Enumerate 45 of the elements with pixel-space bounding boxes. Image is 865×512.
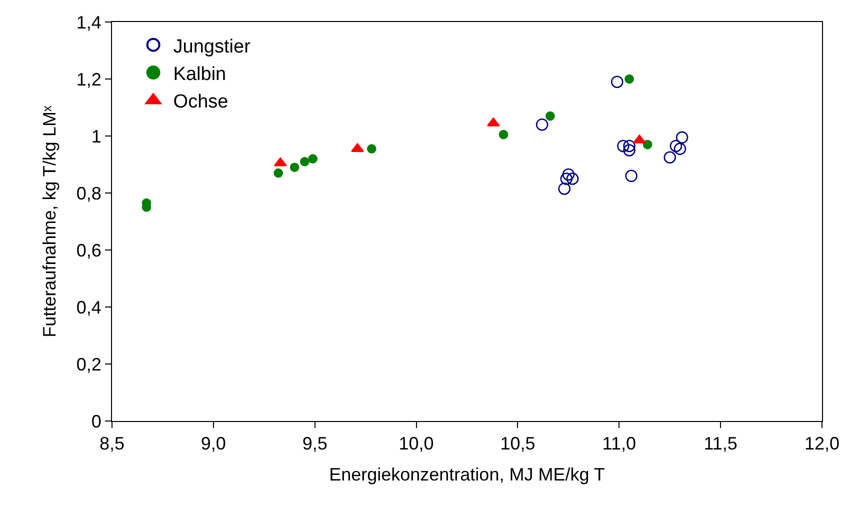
x-tick-label: 8,5 xyxy=(99,434,125,454)
point xyxy=(642,140,652,150)
x-tick-label: 11,0 xyxy=(602,434,636,454)
point xyxy=(624,74,634,84)
y-axis-title: Futteraufnahme, kg T/kg LMˣ xyxy=(40,106,60,338)
point xyxy=(300,157,310,166)
point xyxy=(623,140,636,152)
legend-label: Jungstier xyxy=(173,36,252,58)
point xyxy=(670,140,682,152)
point xyxy=(367,144,376,154)
point xyxy=(625,170,638,182)
point xyxy=(674,142,686,155)
x-axis-title: Energiekonzentration, MJ ME/kg T xyxy=(329,464,605,485)
y-tick-label: 0,6 xyxy=(76,240,102,260)
point xyxy=(558,182,571,195)
x-tick-label: 12,0 xyxy=(804,434,840,454)
point xyxy=(562,168,575,181)
point xyxy=(546,111,555,121)
legend-label: Ochse xyxy=(173,92,228,113)
x-tick-label: 11,5 xyxy=(704,434,738,454)
point xyxy=(308,154,318,164)
point xyxy=(274,157,287,166)
y-tick-label: 0,2 xyxy=(76,354,102,374)
point xyxy=(274,168,283,178)
point xyxy=(498,130,508,140)
legend-label: Kalbin xyxy=(173,64,226,85)
point xyxy=(566,172,579,185)
y-tick-label: 0,4 xyxy=(76,297,102,318)
x-tick-label: 9,0 xyxy=(200,434,226,454)
point xyxy=(623,144,636,156)
y-tick-label: 0 xyxy=(91,411,102,432)
x-tick-label: 9,5 xyxy=(302,434,328,454)
point xyxy=(617,140,630,152)
point xyxy=(610,76,624,88)
x-tick-label: 10,5 xyxy=(500,434,536,454)
point xyxy=(536,118,548,131)
y-tick-label: 1,4 xyxy=(76,12,102,32)
point xyxy=(560,172,573,185)
point xyxy=(676,131,688,144)
point xyxy=(290,162,300,172)
y-tick-label: 1,2 xyxy=(76,69,102,90)
y-tick-label: 1 xyxy=(91,126,102,146)
y-tick-label: 0,8 xyxy=(76,183,102,204)
x-tick-label: 10,0 xyxy=(398,434,434,454)
point xyxy=(664,151,676,164)
